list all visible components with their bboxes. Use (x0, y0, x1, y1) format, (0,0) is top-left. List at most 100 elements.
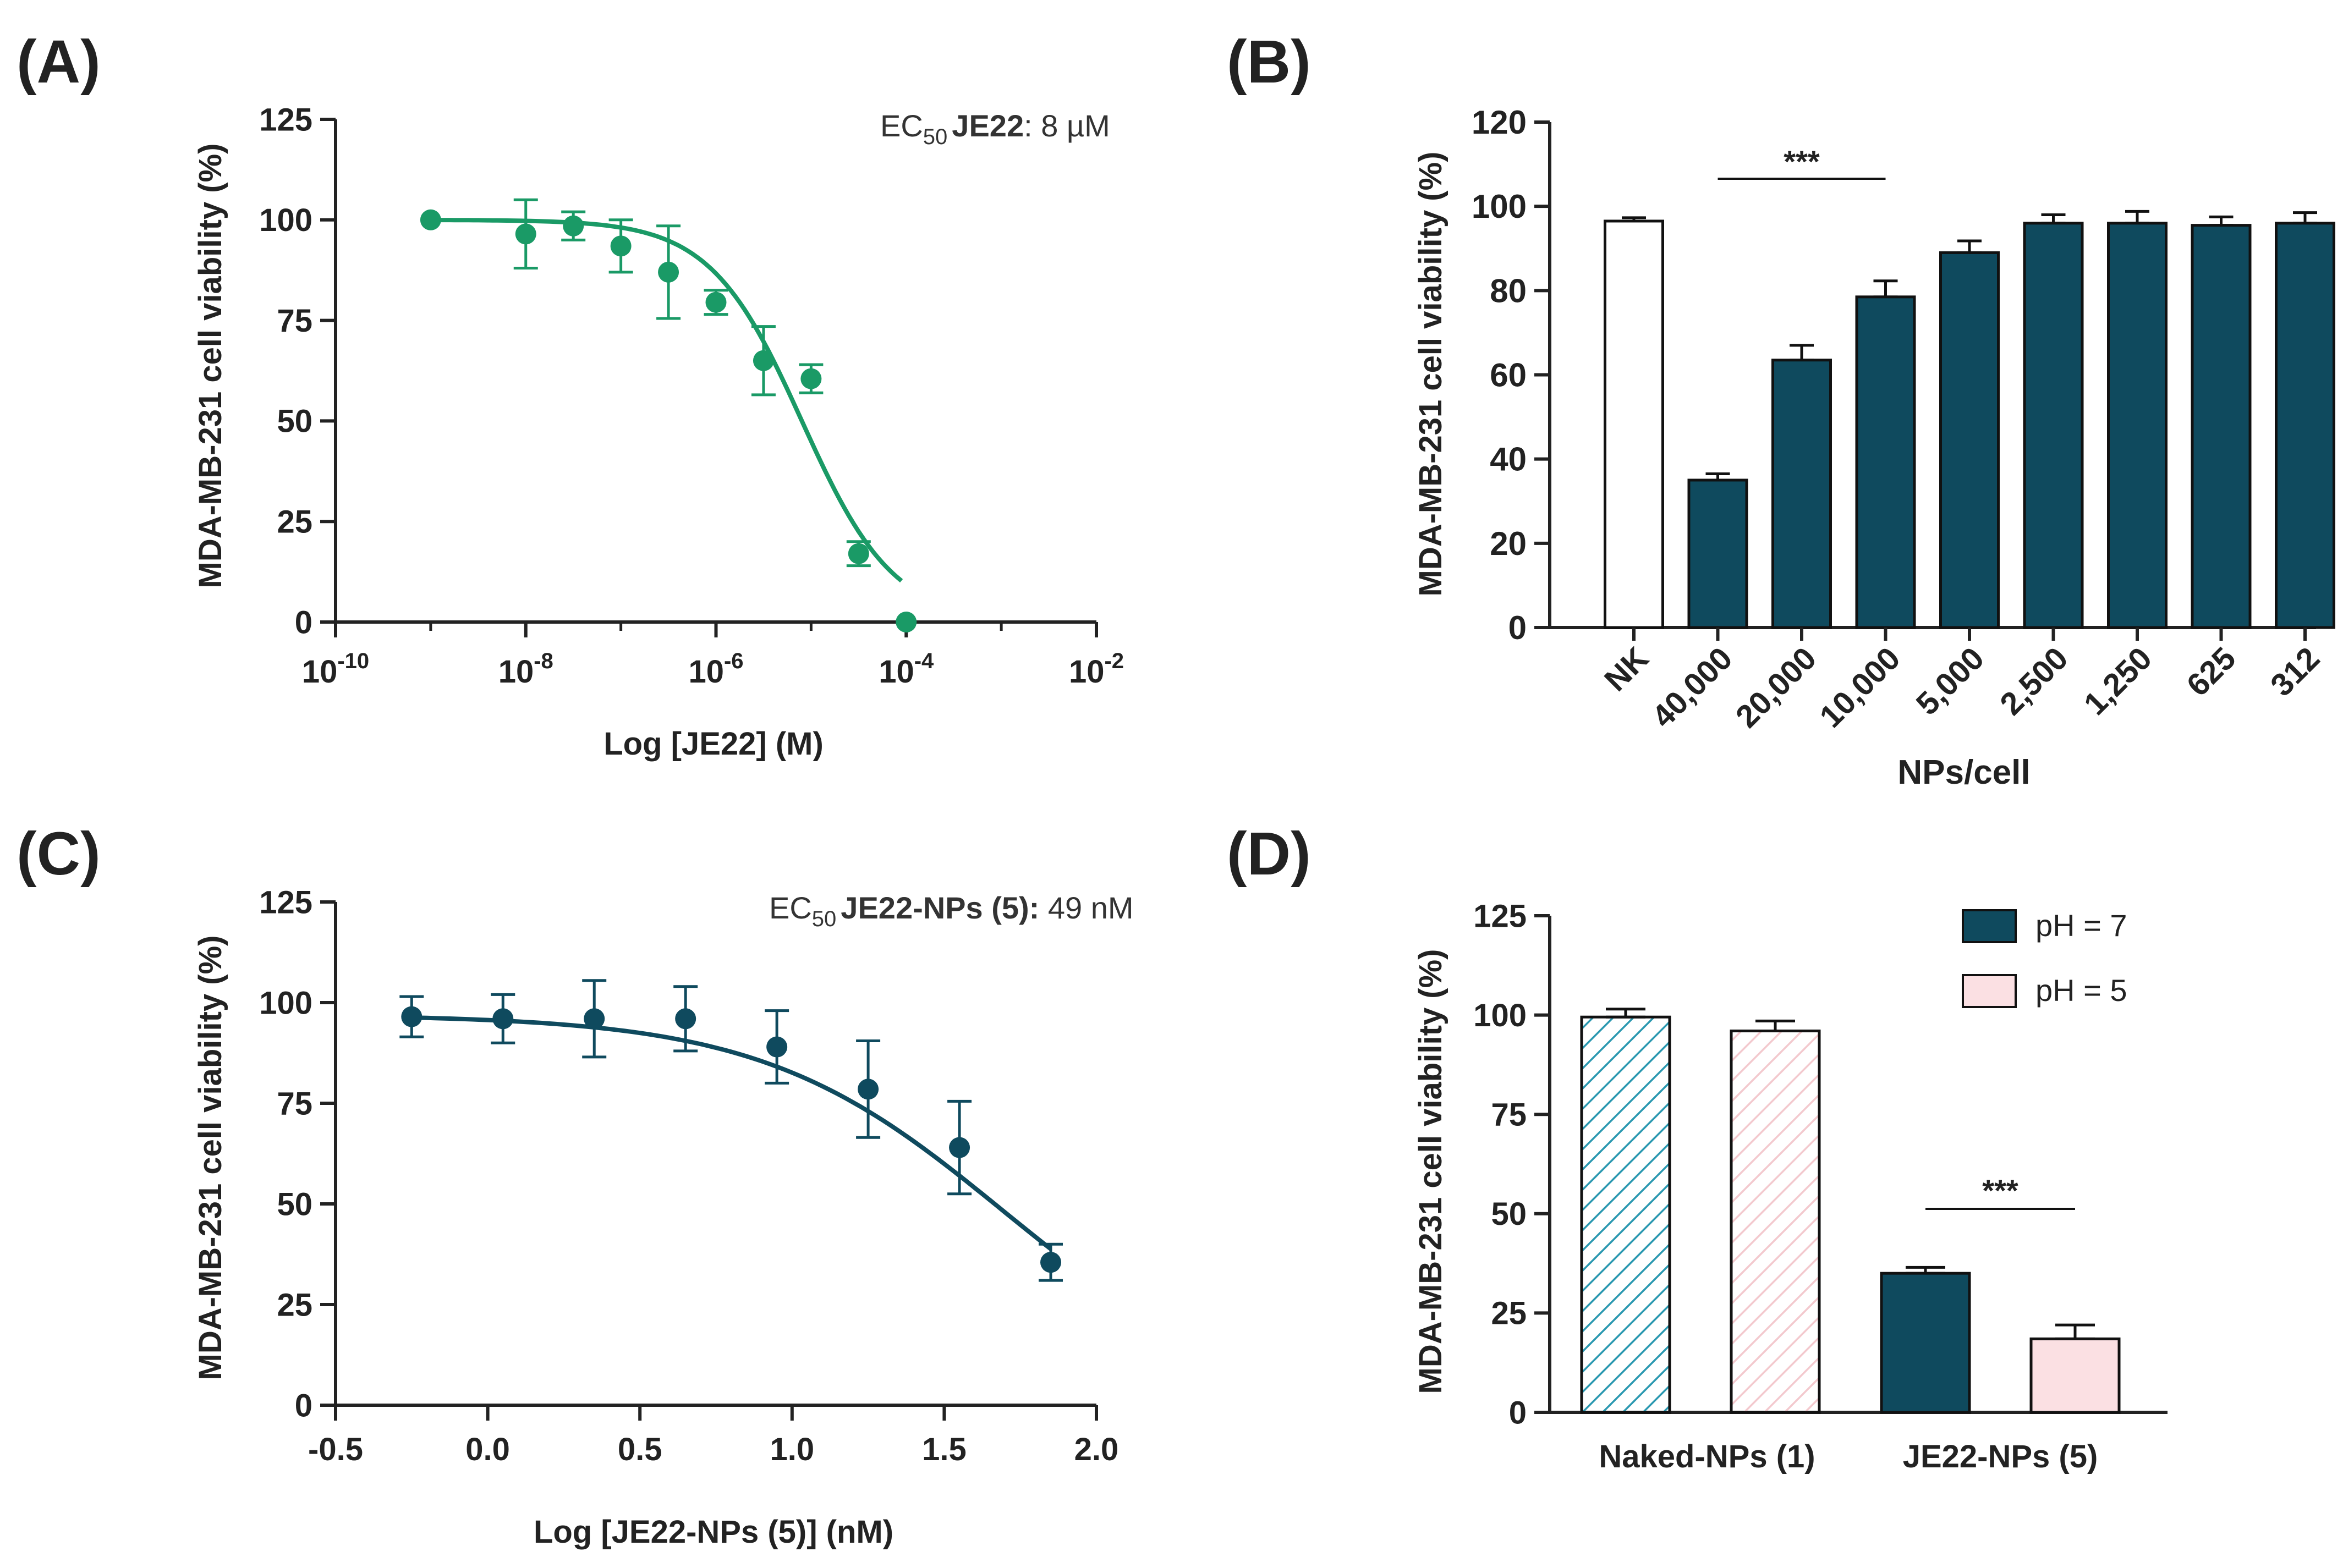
panel-a: (A) 0 25 50 75 100 125 10-10 10-8 10-6 10-4 10-2 M… (17, 28, 1124, 762)
panel-d-y-tick-label: 25 (1491, 1296, 1527, 1332)
panel-b-x-tick-label: 1,250 (2077, 640, 2159, 722)
panel-c-y-tick-label: 125 (259, 884, 312, 920)
panel-a-ec-sub: 50 (923, 125, 948, 149)
panel-b-bar (1771, 359, 1832, 629)
panel-a-y-tick-label: 0 (295, 604, 312, 640)
panel-a-x-tick-label: 10-4 (879, 649, 934, 690)
panel-c-y-tick-label: 75 (277, 1086, 312, 1121)
panel-a-x-tick-label: 10-2 (1069, 649, 1124, 690)
panel-a-data-point (753, 350, 774, 371)
panel-a-ec-prefix: EC (880, 108, 923, 143)
panel-b-bar (1855, 295, 1916, 629)
panel-c-ylabel: MDA-MB-231 cell viability (%) (193, 936, 228, 1380)
panel-b-y-tick-label: 60 (1490, 357, 1527, 394)
panel-a-data-point (705, 291, 727, 313)
panel-c-x-tick-label: 0.5 (618, 1432, 662, 1467)
legend-swatch-ph5 (1962, 974, 2017, 1008)
panel-c-annotation: EC50 JE22-NPs (5): 49 nM (769, 890, 1134, 931)
panel-d-y-tick-label: 75 (1491, 1097, 1527, 1133)
panel-c-data-point (858, 1079, 879, 1100)
panel-c-y-tick-label: 100 (259, 985, 312, 1021)
panel-a-y-tick-label: 125 (259, 102, 312, 137)
panel-a-data-point (800, 368, 822, 389)
panel-b-xlabel: NPs/cell (1897, 753, 2030, 791)
panel-b-x-tick-label: 625 (2180, 640, 2242, 703)
panel-b-x-tick-label: 312 (2264, 640, 2326, 703)
panel-c: (C) 0 25 50 75 100 125 -0.5 0.0 0.5 1.0 1.5 2.0 MDA… (17, 820, 1134, 1550)
panel-b-y-tick-label: 100 (1472, 188, 1527, 225)
panel-b-x-tick-label: 20,000 (1729, 640, 1823, 734)
panel-c-data-point (675, 1008, 696, 1030)
panel-d-category-label: JE22-NPs (5) (1903, 1439, 2098, 1475)
panel-c-data-point (492, 1008, 514, 1030)
panel-a-x-tick-label: 10-10 (302, 649, 369, 690)
panel-d-bar (1730, 1029, 1821, 1414)
panel-a-data-point (848, 543, 869, 564)
panel-b-x-tick-label: 40,000 (1645, 640, 1739, 734)
panel-b-x-tick-label: NK (1598, 640, 1655, 698)
panel-c-x-tick-label: 2.0 (1074, 1432, 1119, 1467)
panel-a-x-tick-label: 10-6 (688, 649, 743, 690)
panel-a-data-point (658, 261, 679, 283)
panel-b-x-tick-label: 10,000 (1813, 640, 1907, 734)
legend-label-ph7: pH = 7 (2035, 908, 2127, 943)
panel-b-y-tick-label: 120 (1472, 104, 1527, 141)
panel-c-ec-prefix: EC (769, 890, 812, 925)
panel-a-label: (A) (17, 28, 101, 96)
panel-c-xlabel: Log [JE22-NPs (5)] (nM) (534, 1514, 893, 1550)
panel-b-y-tick-label: 20 (1490, 525, 1527, 562)
panel-b-bar (1604, 219, 1664, 629)
panel-a-ec-bold: JE22 (952, 108, 1024, 143)
panel-c-x-tick-label: 1.5 (922, 1432, 967, 1467)
panel-b-ylabel: MDA-MB-231 cell viability (%) (1413, 152, 1448, 597)
panel-c-x-tick-label: 1.0 (770, 1432, 814, 1467)
panel-b-label: (B) (1227, 28, 1311, 96)
panel-c-axes: 0 25 50 75 100 125 -0.5 0.0 0.5 1.0 1.5 2.0 (259, 884, 1118, 1467)
panel-a-axes: 0 25 50 75 100 125 10-10 10-8 10-6 10-4 10-2 (259, 102, 1124, 690)
panel-c-y-tick-label: 25 (277, 1287, 312, 1323)
panel-a-data-point (896, 612, 917, 632)
panel-c-fit-curve (411, 1015, 1052, 1251)
panel-b-bar (2275, 222, 2335, 629)
panel-b-y-tick-label: 0 (1508, 609, 1527, 646)
legend-swatch-ph7 (1962, 909, 2017, 943)
panel-b-y-tick-label: 40 (1490, 441, 1527, 478)
panel-d: (D) 0 25 50 75 100 125 Naked-NPs (1) JE22-NPs (… (1227, 820, 2168, 1475)
panel-a-x-tick-label: 10-8 (498, 649, 553, 690)
panel-c-y-tick-label: 0 (295, 1388, 312, 1423)
panel-a-y-tick-label: 75 (277, 303, 312, 339)
panel-b-y-tick-label: 80 (1490, 272, 1527, 309)
panel-a-data-point (515, 223, 536, 245)
panel-c-data-point (1040, 1252, 1062, 1273)
panel-b-x-tick-label: 2,500 (1993, 640, 2075, 722)
panel-d-y-tick-label: 125 (1473, 898, 1527, 934)
panel-a-data-point (420, 209, 441, 230)
panel-d-y-tick-label: 50 (1491, 1196, 1527, 1232)
panel-d-label: (D) (1227, 820, 1311, 888)
panel-b-significance-label: *** (1784, 144, 1820, 179)
panel-b-bar (1939, 251, 2000, 629)
panel-b-x-tick-label: 5,000 (1909, 640, 1991, 722)
panel-d-y-tick-label: 100 (1473, 998, 1527, 1033)
panel-b-bar (1687, 478, 1748, 629)
panel-a-ec-rest: : 8 µM (1024, 108, 1110, 143)
panel-a-xlabel: Log [JE22] (M) (603, 726, 824, 762)
panel-b-bar (2107, 222, 2168, 629)
panel-d-axes: 0 25 50 75 100 125 Naked-NPs (1) JE22-NPs (5) **… (1473, 898, 2168, 1475)
panel-c-data-point (949, 1137, 970, 1158)
panel-d-category-label: Naked-NPs (1) (1599, 1439, 1815, 1475)
panel-a-fit-curve (430, 218, 903, 583)
panel-c-data-point (584, 1008, 605, 1030)
panel-c-data-point (401, 1006, 422, 1027)
panel-c-ec-rest: 49 nM (1039, 890, 1133, 925)
panel-a-annotation: EC50 JE22: 8 µM (880, 108, 1110, 149)
panel-d-significance-label: *** (1982, 1173, 2018, 1208)
panel-b-bar (2191, 224, 2252, 629)
legend-label-ph5: pH = 5 (2035, 973, 2127, 1008)
panel-c-ec-sub: 50 (812, 907, 837, 931)
panel-c-x-tick-label: -0.5 (308, 1432, 363, 1467)
panel-d-ylabel: MDA-MB-231 cell viability (%) (1413, 949, 1448, 1394)
